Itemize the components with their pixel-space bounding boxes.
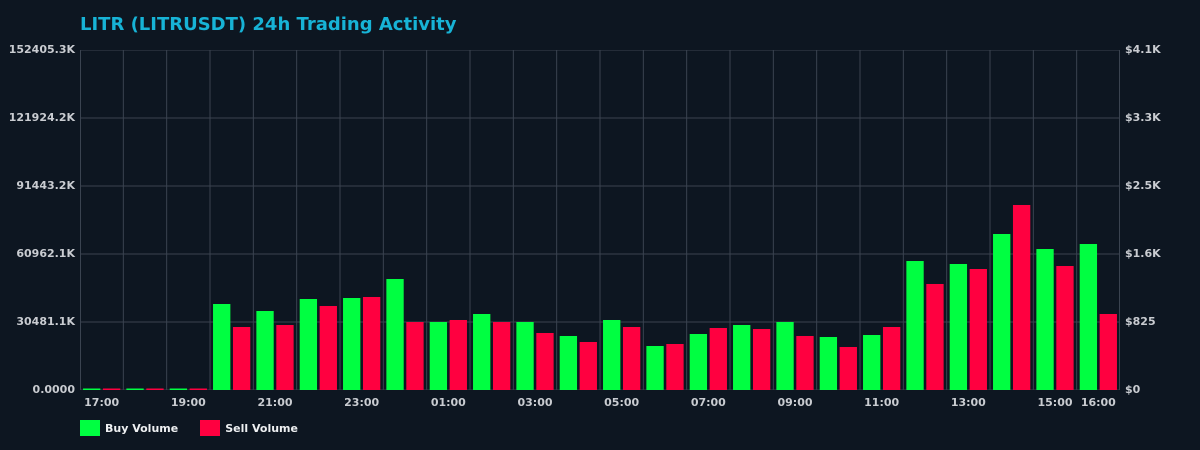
buy-bar[interactable] bbox=[126, 388, 144, 391]
legend-sell-label: Sell Volume bbox=[225, 421, 298, 435]
buy-bar[interactable] bbox=[689, 334, 708, 390]
x-tick: 13:00 bbox=[950, 396, 986, 409]
x-tick: 23:00 bbox=[344, 396, 380, 409]
sell-bar[interactable] bbox=[1012, 204, 1031, 390]
buy-bar[interactable] bbox=[776, 322, 794, 390]
chart-title: LITR (LITRUSDT) 24h Trading Activity bbox=[80, 14, 457, 35]
y-tick-left: 30481.1K bbox=[16, 315, 75, 328]
y-tick-left: 0.0000 bbox=[32, 383, 75, 396]
sell-bar[interactable] bbox=[146, 388, 164, 391]
x-tick: 01:00 bbox=[430, 396, 466, 409]
sell-bar[interactable] bbox=[362, 296, 381, 390]
sell-bar[interactable] bbox=[839, 347, 857, 390]
buy-bar[interactable] bbox=[993, 233, 1011, 390]
x-tick: 11:00 bbox=[864, 396, 900, 409]
sell-bar[interactable] bbox=[926, 283, 944, 390]
buy-bar[interactable] bbox=[733, 324, 751, 390]
buy-bar[interactable] bbox=[299, 299, 318, 390]
sell-bar[interactable] bbox=[536, 333, 554, 390]
y-tick-left: 121924.2K bbox=[8, 111, 75, 124]
buy-swatch-icon bbox=[80, 420, 100, 436]
y-tick-left: 91443.2K bbox=[16, 179, 75, 192]
sell-bar[interactable] bbox=[709, 328, 727, 390]
buy-bar[interactable] bbox=[819, 336, 838, 390]
buy-bar[interactable] bbox=[516, 322, 534, 390]
sell-bar[interactable] bbox=[622, 326, 641, 390]
sell-bar[interactable] bbox=[102, 388, 121, 391]
x-tick: 15:00 bbox=[1037, 396, 1073, 409]
y-tick-left: 152405.3K bbox=[8, 43, 75, 56]
sell-bar[interactable] bbox=[1056, 266, 1074, 390]
legend-item-sell[interactable]: Sell Volume bbox=[200, 420, 298, 436]
y-tick-right: $1.6K bbox=[1125, 247, 1161, 260]
y-tick-right: $2.5K bbox=[1125, 179, 1161, 192]
buy-bar[interactable] bbox=[429, 322, 448, 390]
buy-bar[interactable] bbox=[1036, 249, 1054, 390]
sell-bar[interactable] bbox=[1099, 313, 1117, 390]
x-tick: 03:00 bbox=[517, 396, 553, 409]
sell-bar[interactable] bbox=[752, 329, 771, 390]
x-tick: 16:00 bbox=[1080, 396, 1116, 409]
y-tick-right: $4.1K bbox=[1125, 43, 1161, 56]
buy-bar[interactable] bbox=[256, 311, 274, 390]
x-tick: 05:00 bbox=[604, 396, 640, 409]
legend-buy-label: Buy Volume bbox=[105, 421, 179, 435]
legend: Buy Volume Sell Volume bbox=[80, 420, 320, 436]
y-tick-right: $3.3K bbox=[1125, 111, 1161, 124]
sell-bar[interactable] bbox=[492, 322, 511, 390]
sell-bar[interactable] bbox=[969, 268, 987, 390]
sell-bar[interactable] bbox=[406, 322, 424, 390]
y-tick-right: $0 bbox=[1125, 383, 1141, 396]
buy-bar[interactable] bbox=[906, 261, 924, 390]
sell-bar[interactable] bbox=[882, 326, 901, 390]
buy-bar[interactable] bbox=[559, 335, 578, 390]
buy-bar[interactable] bbox=[343, 297, 361, 390]
sell-bar[interactable] bbox=[666, 343, 684, 390]
x-tick: 07:00 bbox=[690, 396, 726, 409]
buy-bar[interactable] bbox=[863, 335, 881, 390]
buy-bar[interactable] bbox=[949, 263, 968, 390]
buy-bar[interactable] bbox=[646, 346, 664, 390]
sell-bar[interactable] bbox=[579, 341, 597, 390]
sell-swatch-icon bbox=[200, 420, 221, 436]
x-tick: 17:00 bbox=[84, 396, 120, 409]
buy-bar[interactable] bbox=[386, 278, 404, 390]
sell-bar[interactable] bbox=[319, 306, 337, 390]
plot-area bbox=[80, 50, 1120, 390]
x-tick: 19:00 bbox=[170, 396, 206, 409]
x-tick: 09:00 bbox=[777, 396, 813, 409]
buy-bar[interactable] bbox=[1079, 244, 1098, 390]
sell-bar[interactable] bbox=[276, 324, 294, 390]
sell-bar[interactable] bbox=[796, 335, 814, 390]
buy-bar[interactable] bbox=[473, 313, 491, 390]
buy-bar[interactable] bbox=[603, 319, 621, 390]
y-tick-right: $825 bbox=[1125, 315, 1156, 328]
x-tick: 21:00 bbox=[257, 396, 293, 409]
legend-item-buy[interactable]: Buy Volume bbox=[80, 420, 178, 436]
buy-bar[interactable] bbox=[169, 388, 188, 391]
sell-bar[interactable] bbox=[189, 388, 207, 391]
sell-bar[interactable] bbox=[449, 319, 467, 390]
y-tick-left: 60962.1K bbox=[16, 247, 75, 260]
buy-bar[interactable] bbox=[213, 303, 231, 390]
sell-bar[interactable] bbox=[232, 326, 251, 390]
buy-bar[interactable] bbox=[83, 388, 101, 391]
